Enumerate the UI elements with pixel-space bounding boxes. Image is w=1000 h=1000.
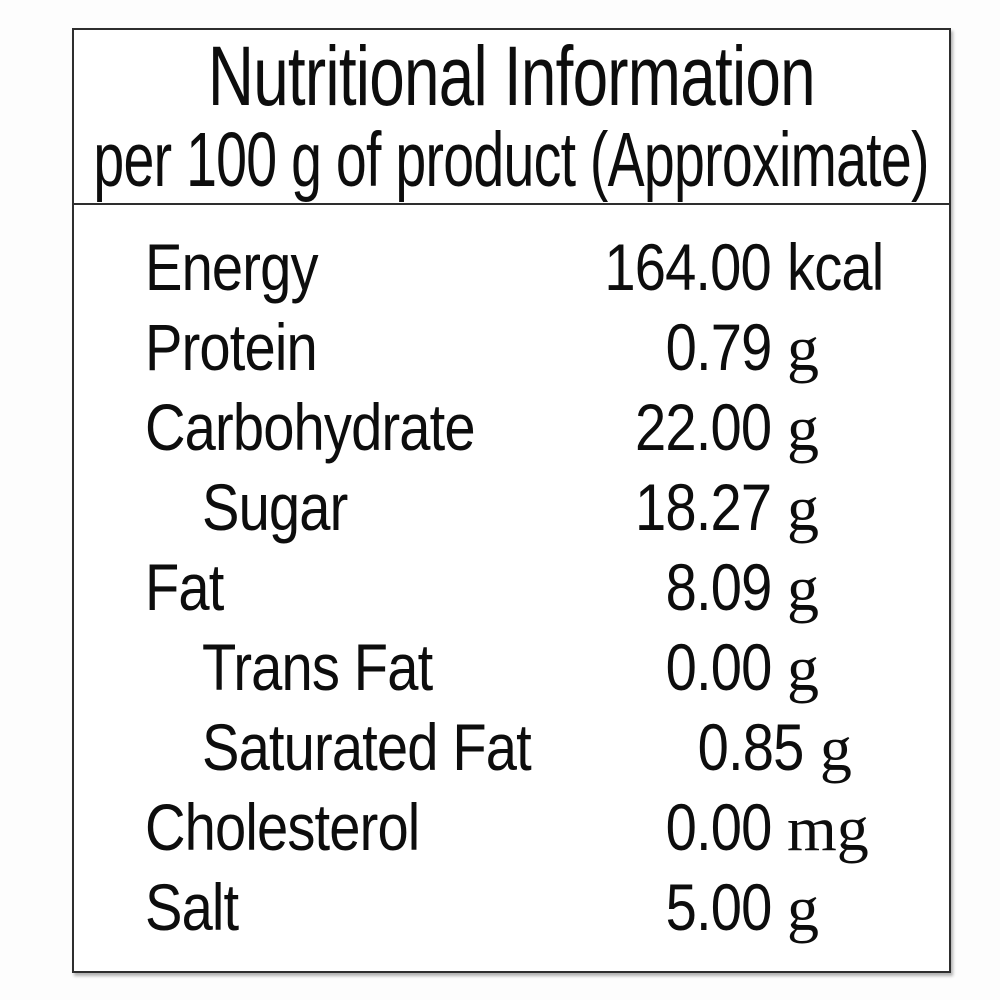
nutrient-unit: mg [787, 793, 869, 864]
nutrient-unit: g [787, 873, 819, 944]
nutrient-value: 22.00 [634, 390, 772, 464]
nutrient-value: 8.09 [665, 550, 772, 624]
nutrient-value: 0.85 [698, 710, 805, 784]
nutrition-label-table: Nutritional Information per 100 g of pro… [72, 28, 951, 973]
nutrient-label: Protein [145, 310, 318, 384]
nutrient-row-saturated-fat: Saturated Fat 0.85 g [74, 707, 949, 787]
nutrient-row-salt: Salt 5.00 g [74, 867, 949, 947]
nutrient-unit: kcal [787, 230, 884, 304]
nutrient-value: 164.00 [604, 230, 772, 304]
nutrient-row-carbohydrate: Carbohydrate 22.00 g [74, 387, 949, 467]
nutrient-label: Energy [145, 230, 319, 304]
nutrient-row-energy: Energy 164.00 kcal [74, 227, 949, 307]
nutrient-rows: Energy 164.00 kcal Protein 0.79 g Carboh… [74, 205, 949, 947]
nutrient-unit: g [819, 713, 852, 784]
nutrient-row-sugar: Sugar 18.27 g [74, 467, 949, 547]
nutrient-value: 0.00 [665, 790, 772, 864]
nutrient-label: Cholesterol [145, 790, 420, 864]
nutrient-label: Sugar [202, 470, 348, 544]
nutrient-unit: g [787, 313, 819, 384]
nutrient-value: 5.00 [665, 870, 772, 944]
label-subtitle: per 100 g of product (Approximate) [93, 116, 930, 203]
nutrient-label: Carbohydrate [145, 390, 476, 464]
nutrient-label: Salt [145, 870, 239, 944]
nutrient-unit: g [787, 473, 819, 544]
nutrient-row-fat: Fat 8.09 g [74, 547, 949, 627]
nutrient-value: 0.00 [665, 630, 772, 704]
nutrient-value: 18.27 [634, 470, 772, 544]
nutrient-label: Trans Fat [202, 630, 433, 704]
nutrient-label: Saturated Fat [202, 710, 532, 784]
nutrient-value: 0.79 [665, 310, 772, 384]
nutrient-label: Fat [145, 550, 224, 624]
nutrient-row-protein: Protein 0.79 g [74, 307, 949, 387]
nutrient-unit: g [787, 553, 819, 624]
nutrient-row-trans-fat: Trans Fat 0.00 g [74, 627, 949, 707]
label-header: Nutritional Information per 100 g of pro… [74, 30, 949, 205]
nutrient-unit: g [787, 393, 819, 464]
label-title: Nutritional Information [207, 28, 816, 123]
nutrient-unit: g [787, 633, 819, 704]
nutrient-row-cholesterol: Cholesterol 0.00 mg [74, 787, 949, 867]
